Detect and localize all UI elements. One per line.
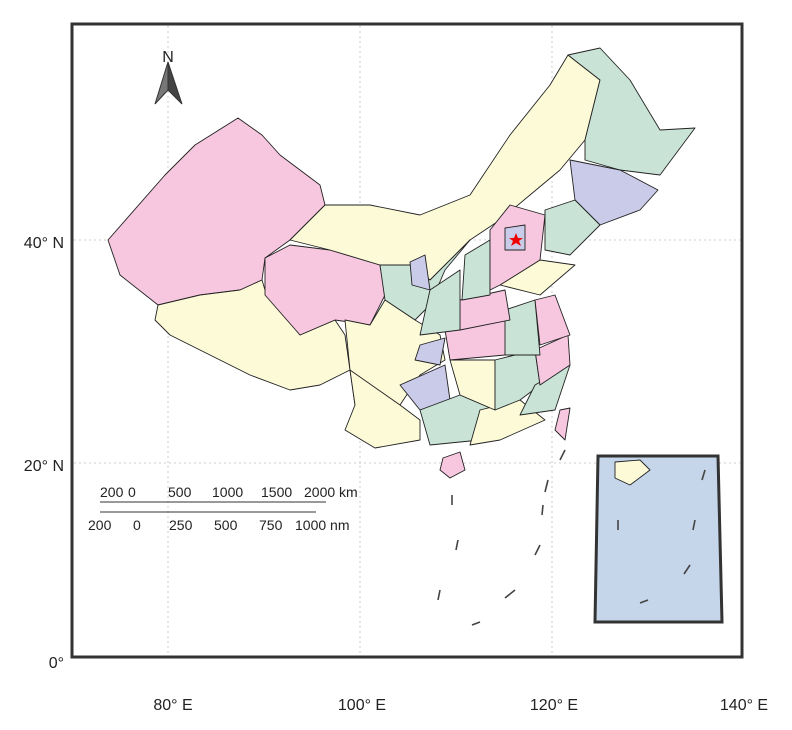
provinces [107,47,696,479]
scale-km-label: 200 [100,484,124,500]
north-label: N [162,49,174,66]
scale-bar: 200 0 500 1000 1500 2000 km 200 0 250 50… [88,484,358,533]
scale-nm-label: 500 [214,517,238,533]
nine-dash-line [437,449,566,626]
scale-km-label: 500 [168,484,192,500]
scale-km-label: 1000 [212,484,243,500]
scale-km-label: 0 [128,484,136,500]
lat-label: 0° [49,655,64,672]
scale-nm-label: 1000 nm [295,517,349,533]
capital-star [509,233,523,246]
scale-km-label: 2000 km [304,484,358,500]
lon-label: 100° E [338,697,386,714]
lon-label: 80° E [153,697,192,714]
lon-label: 140° E [720,697,768,714]
scale-nm-label: 0 [133,517,141,533]
scale-nm-label: 200 [88,517,112,533]
lon-label: 120° E [530,697,578,714]
north-arrow: N [154,49,183,105]
scale-km-label: 1500 [261,484,292,500]
lat-label: 20° N [24,458,64,475]
inset [593,454,724,624]
lat-label: 40° N [24,235,64,252]
scale-nm-label: 250 [169,517,193,533]
scale-nm-label: 750 [259,517,283,533]
